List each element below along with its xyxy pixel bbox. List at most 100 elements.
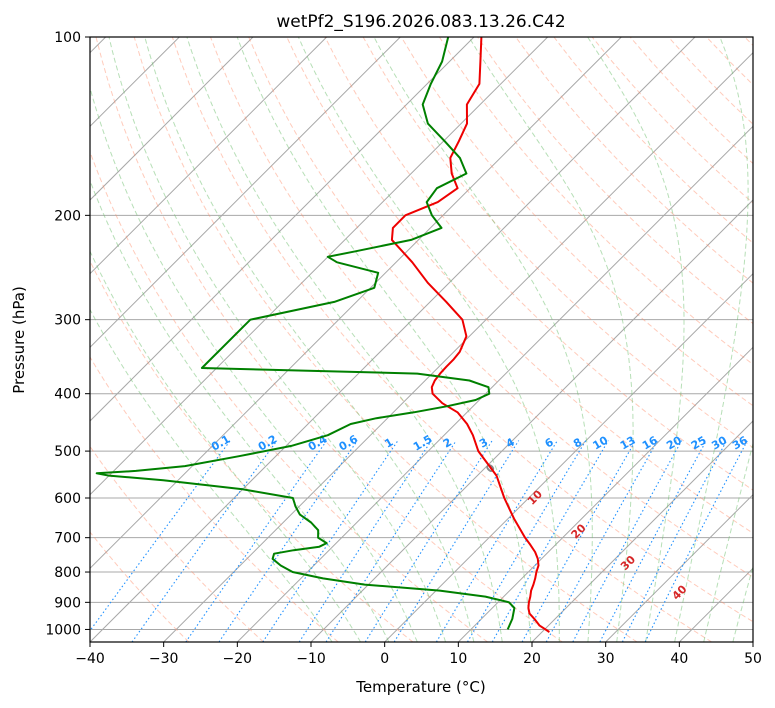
isotherm-line [90,37,401,349]
mixing-ratio-line [393,440,520,642]
mixing-ratio-label: 0.6 [337,432,361,453]
x-tick-label: −30 [149,651,179,667]
dry-adiabat-line [362,37,753,449]
isotherm-line [90,37,549,496]
isotherm-line [163,51,753,642]
moist-adiabat-line [90,308,333,642]
mixing-ratio-line [218,440,358,642]
x-tick-label: 0 [380,651,389,667]
axis-ticks-layer: −40 −30 −20 −10 0 10 20 30 40 5010020030040050060… [45,30,762,667]
dewpoint-profile-line [95,37,516,630]
x-tick-label: 40 [670,651,688,667]
y-tick-label: 900 [54,595,81,611]
dry-adiabat-label: -10 [29,407,52,431]
mixing-ratio-line [521,440,637,642]
mixing-ratio-line [644,440,748,642]
x-tick-label: −40 [75,651,105,667]
dry-adiabat-line [324,37,753,491]
profile-series-layer [95,37,550,633]
moist-adiabat-line [108,37,447,642]
dry-adiabat-line [248,37,753,578]
moist-adiabat-line [468,37,634,642]
mixing-ratio-label: 20 [664,433,684,452]
mixing-ratio-line [185,440,328,642]
isotherm-line [310,199,753,642]
isotherm-line [90,37,475,422]
x-tick-label: 10 [449,651,467,667]
moist-adiabat-line [144,37,475,642]
moist-adiabat-line [297,37,560,642]
mixing-ratio-label: 16 [640,433,660,452]
mixing-ratio-label: 1.5 [411,433,434,454]
x-tick-label: 20 [523,651,541,667]
dry-adiabat-line [95,37,563,642]
y-tick-label: 400 [54,387,81,403]
dry-adiabat-line [90,531,190,642]
mixing-ratio-line [90,440,231,632]
dry-adiabat-line [553,37,753,244]
y-tick-label: 600 [54,491,81,507]
isotherm-line [90,37,622,570]
mixing-ratio-line [298,440,432,642]
moist-adiabat-label: 20 [569,521,589,541]
temperature-profile-line [390,37,550,633]
y-tick-label: 1000 [45,622,81,638]
dry-adiabat-line [744,37,753,47]
moist-adiabat-line [90,179,390,642]
dry-adiabat-line [171,37,712,642]
mixing-ratio-label: 6 [543,435,556,450]
x-tick-label: −20 [223,651,253,667]
dry-adiabat-line [668,37,753,125]
dry-adiabat-line [90,150,488,642]
mixing-ratio-label: 36 [730,433,750,452]
isotherm-line [236,125,753,642]
mixing-ratio-label: 25 [689,434,709,453]
mixing-ratio-label: 13 [618,434,638,453]
dry-adiabat-line [90,259,414,642]
dry-adiabat-line [210,37,753,623]
x-tick-label: 30 [597,651,615,667]
isotherm-line [384,272,753,642]
mixing-ratio-line [572,440,683,642]
x-tick-label: 50 [744,651,762,667]
background-lines-layer [90,37,753,642]
isotherm-line [90,37,254,201]
y-tick-label: 200 [54,208,81,224]
dry-adiabat-line [400,37,753,407]
mixing-ratio-line [599,440,707,642]
mixing-ratio-label: 3 [477,436,490,451]
mixing-ratio-line [262,440,399,642]
isotherm-line [605,493,753,642]
mixing-ratio-line [131,440,278,642]
mixing-ratio-label: 0.1 [209,433,232,454]
mixing-ratio-line [467,440,587,642]
moist-adiabat-line [90,86,418,642]
mixing-ratio-line [491,440,609,642]
mixing-ratio-line [325,440,457,642]
moist-adiabat-label: 10 [525,487,545,507]
mixing-ratio-label: 10 [591,433,611,452]
moist-adiabat-label: 30 [618,553,638,573]
dry-adiabat-line [515,37,753,284]
mixing-ratio-label: 30 [709,433,729,452]
plot-frame [89,36,754,643]
isotherm-line [90,37,696,642]
mixing-ratio-line [435,440,558,642]
moist-adiabat-line [90,250,362,642]
y-axis-label: Pressure (hPa) [10,286,28,394]
mixing-ratio-line [364,440,493,642]
y-tick-label: 300 [54,313,81,329]
y-tick-label: 700 [54,531,81,547]
dry-adiabat-line [706,37,753,86]
mixing-ratio-line [621,440,728,642]
moist-adiabat-line [236,37,532,642]
moist-adiabat-line [373,37,593,642]
isotherm-line [457,346,753,642]
dry-adiabat-line [90,356,339,642]
chart-title: wetPf2_S196.2026.083.13.26.C42 [276,12,565,32]
moist-adiabat-line [587,37,685,642]
moist-adiabat-line [732,564,753,642]
mixing-ratio-label: 1 [382,436,395,451]
y-tick-label: 500 [54,444,81,460]
isotherm-line [90,37,328,275]
